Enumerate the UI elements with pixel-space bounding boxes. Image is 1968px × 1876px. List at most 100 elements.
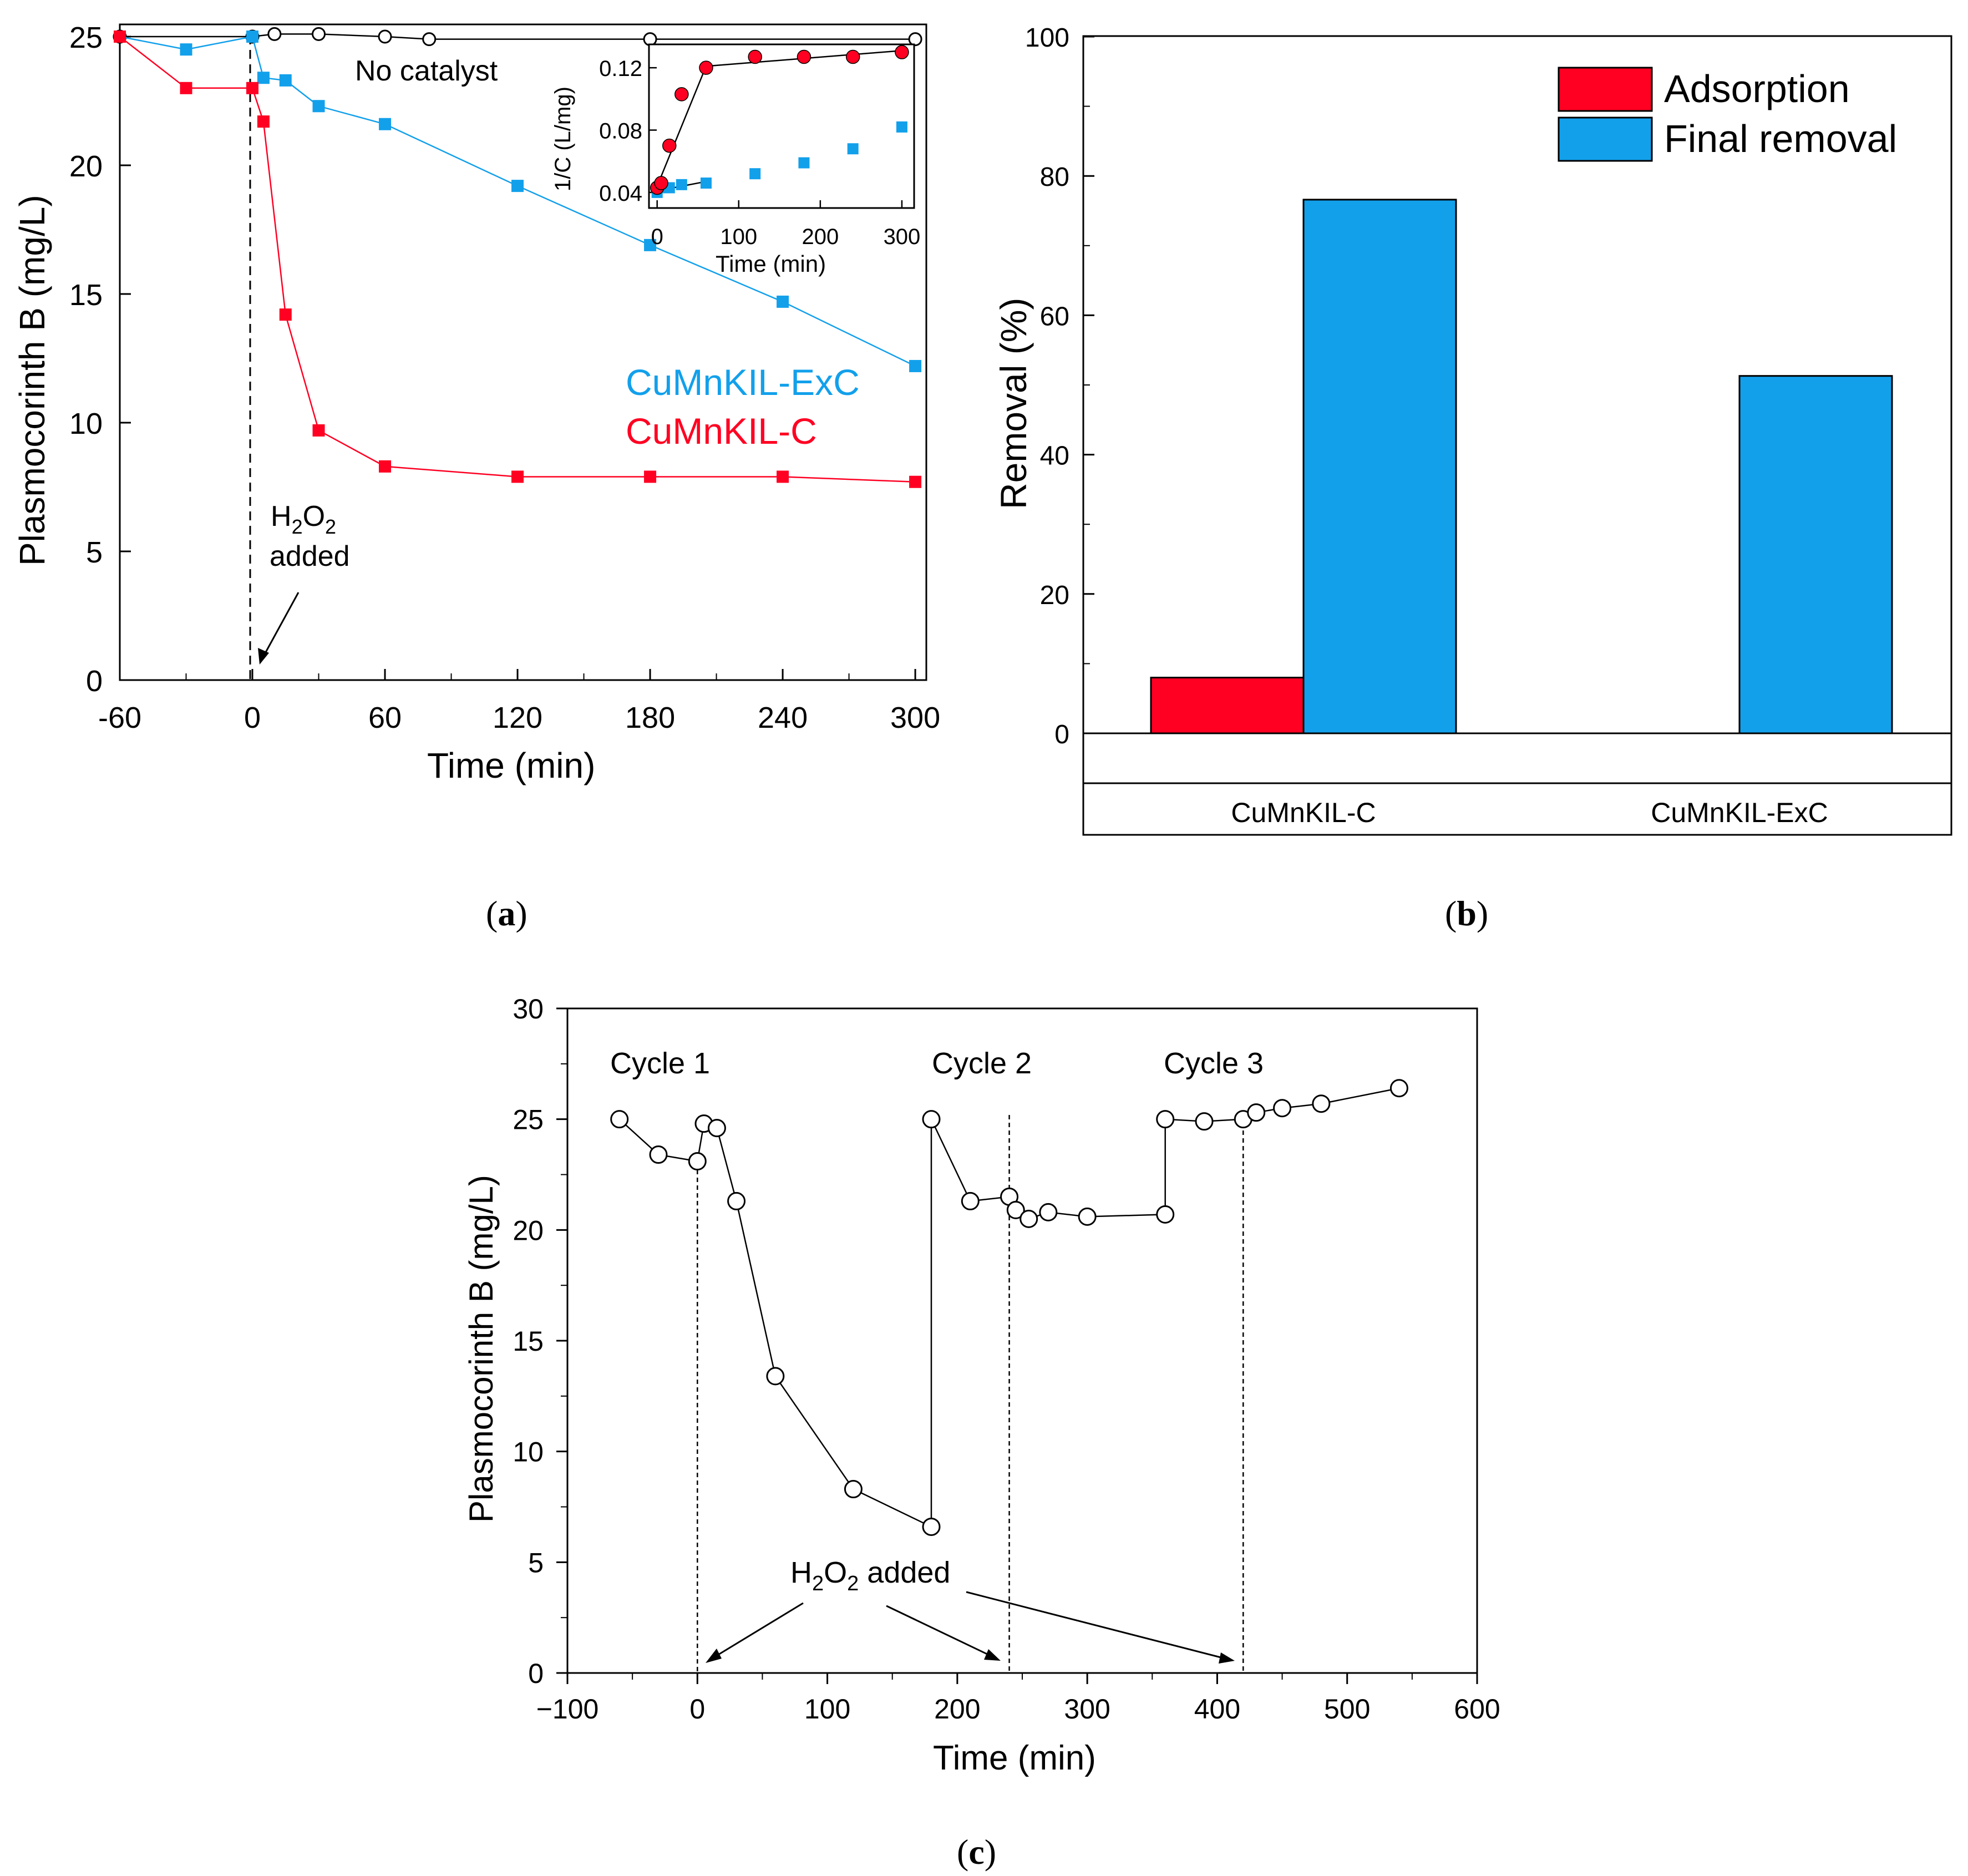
panel-a-x-axis: -60 0 60 120 180 240 300 bbox=[98, 669, 940, 734]
panel-c-arrow-3 bbox=[966, 1591, 1224, 1659]
bar bbox=[1302, 199, 1457, 734]
inset-data-point bbox=[749, 168, 761, 180]
data-point bbox=[1389, 1079, 1408, 1098]
legend-label-adsorption: Adsorption bbox=[1664, 67, 1850, 110]
inset-data-point bbox=[699, 60, 713, 75]
inset-data-point bbox=[895, 45, 909, 59]
h2o2-o: O bbox=[303, 500, 325, 533]
inset-data-point bbox=[797, 49, 811, 64]
y-tick-label: 40 bbox=[1040, 442, 1069, 471]
panel-a-arrowhead bbox=[258, 648, 269, 665]
data-point bbox=[1156, 1110, 1175, 1129]
y-tick-label: 10 bbox=[69, 407, 103, 440]
data-point bbox=[908, 32, 922, 47]
data-point bbox=[1195, 1112, 1214, 1131]
data-point bbox=[257, 72, 270, 84]
h2o2-sub2: 2 bbox=[325, 515, 336, 538]
data-point bbox=[378, 29, 392, 44]
h2o2-sub1: 2 bbox=[292, 515, 303, 538]
x-tick-label: 100 bbox=[804, 1694, 850, 1725]
legend-swatch-adsorption bbox=[1558, 67, 1653, 112]
c-h2o2-o: O bbox=[824, 1556, 847, 1589]
data-point bbox=[257, 115, 270, 128]
x-tick-label: -60 bbox=[98, 701, 141, 734]
cycle-1-label: Cycle 1 bbox=[610, 1047, 710, 1080]
panel-c-h2o2-added-label: H2O2 added bbox=[790, 1556, 950, 1595]
panel-a-y-axis-label: Plasmocorinth B (mg/L) bbox=[12, 195, 52, 566]
inset-y-tick-label: 0.04 bbox=[599, 181, 642, 206]
panel-c-caption-letter: c bbox=[968, 1832, 984, 1872]
inset-data-point bbox=[674, 87, 689, 102]
data-point bbox=[246, 31, 259, 43]
panel-c-arrowhead-1 bbox=[706, 1649, 722, 1663]
inset-data-point bbox=[700, 178, 712, 189]
panel-b-caption: (b) bbox=[1445, 894, 1488, 933]
panel-c-y-axis: 0 5 10 15 20 25 30 bbox=[513, 993, 567, 1689]
cycle-2-label: Cycle 2 bbox=[932, 1047, 1032, 1080]
category-label-cumnkil-exc: CuMnKIL-ExC bbox=[1651, 797, 1828, 828]
y-tick-label: 0 bbox=[86, 665, 103, 698]
data-point bbox=[922, 1517, 941, 1536]
y-tick-label: 25 bbox=[513, 1104, 544, 1135]
data-point bbox=[844, 1480, 863, 1499]
data-point bbox=[279, 74, 292, 87]
panel-c-caption: (c) bbox=[957, 1832, 996, 1872]
panel-b-frame bbox=[1082, 35, 1952, 836]
data-point bbox=[180, 82, 192, 94]
x-tick-label: 60 bbox=[368, 701, 402, 734]
data-point bbox=[379, 460, 392, 473]
h2o2-label: H2O2 bbox=[271, 500, 336, 538]
data-point bbox=[1019, 1209, 1038, 1228]
h2o2-h: H bbox=[271, 500, 292, 533]
c-h2o2-sub2: 2 bbox=[847, 1572, 859, 1595]
series-line bbox=[120, 33, 916, 40]
inset-data-point bbox=[845, 49, 860, 64]
data-point bbox=[777, 470, 789, 483]
bar bbox=[1738, 375, 1893, 734]
inset-x-tick-label: 100 bbox=[720, 225, 757, 249]
panel-a-x-axis-label: Time (min) bbox=[427, 746, 595, 785]
x-tick-label: 0 bbox=[689, 1694, 705, 1725]
data-point bbox=[511, 180, 524, 192]
y-tick-label: 0 bbox=[1054, 720, 1069, 749]
added-label: added bbox=[270, 540, 350, 572]
data-point bbox=[649, 1145, 668, 1164]
y-tick-label: 0 bbox=[528, 1658, 544, 1689]
panel-a-frame bbox=[119, 23, 927, 681]
y-tick-label: 15 bbox=[513, 1326, 544, 1357]
x-tick-label: 300 bbox=[1064, 1694, 1110, 1725]
c-h2o2-added: added bbox=[859, 1556, 950, 1589]
panel-c-series bbox=[610, 1079, 1408, 1536]
c-h2o2-h: H bbox=[790, 1556, 812, 1589]
y-tick-label: 20 bbox=[513, 1215, 544, 1246]
x-tick-label: 400 bbox=[1194, 1694, 1240, 1725]
y-tick-label: 80 bbox=[1040, 163, 1069, 192]
data-point bbox=[379, 118, 392, 130]
x-tick-label: 600 bbox=[1454, 1694, 1500, 1725]
x-tick-label: 240 bbox=[758, 701, 808, 734]
data-point bbox=[644, 470, 657, 483]
panel-b-y-axis-label: Removal (%) bbox=[993, 298, 1034, 509]
data-point bbox=[1006, 1200, 1025, 1219]
panel-a-caption-letter: a bbox=[498, 894, 515, 933]
inset-x-axis-label: Time (min) bbox=[716, 251, 826, 277]
data-point bbox=[1312, 1094, 1331, 1113]
x-tick-label: 500 bbox=[1324, 1694, 1370, 1725]
data-point bbox=[909, 359, 922, 372]
inset-y-axis: 0.04 0.08 0.12 bbox=[599, 57, 657, 206]
inset-y-tick-label: 0.08 bbox=[599, 119, 642, 144]
data-point bbox=[688, 1152, 707, 1171]
panel-b-bars bbox=[1150, 199, 1893, 734]
panel-c-frame bbox=[566, 1007, 1478, 1674]
data-point bbox=[1039, 1203, 1058, 1221]
legend-label-final-removal: Final removal bbox=[1664, 117, 1897, 160]
y-tick-label: 100 bbox=[1025, 23, 1069, 53]
panel-c-arrowhead-2 bbox=[984, 1649, 1001, 1661]
data-point bbox=[279, 308, 292, 321]
no-catalyst-label: No catalyst bbox=[355, 55, 498, 87]
data-point bbox=[246, 82, 259, 94]
data-point bbox=[1247, 1103, 1266, 1122]
data-point bbox=[643, 32, 657, 47]
x-tick-label: −100 bbox=[536, 1694, 599, 1725]
